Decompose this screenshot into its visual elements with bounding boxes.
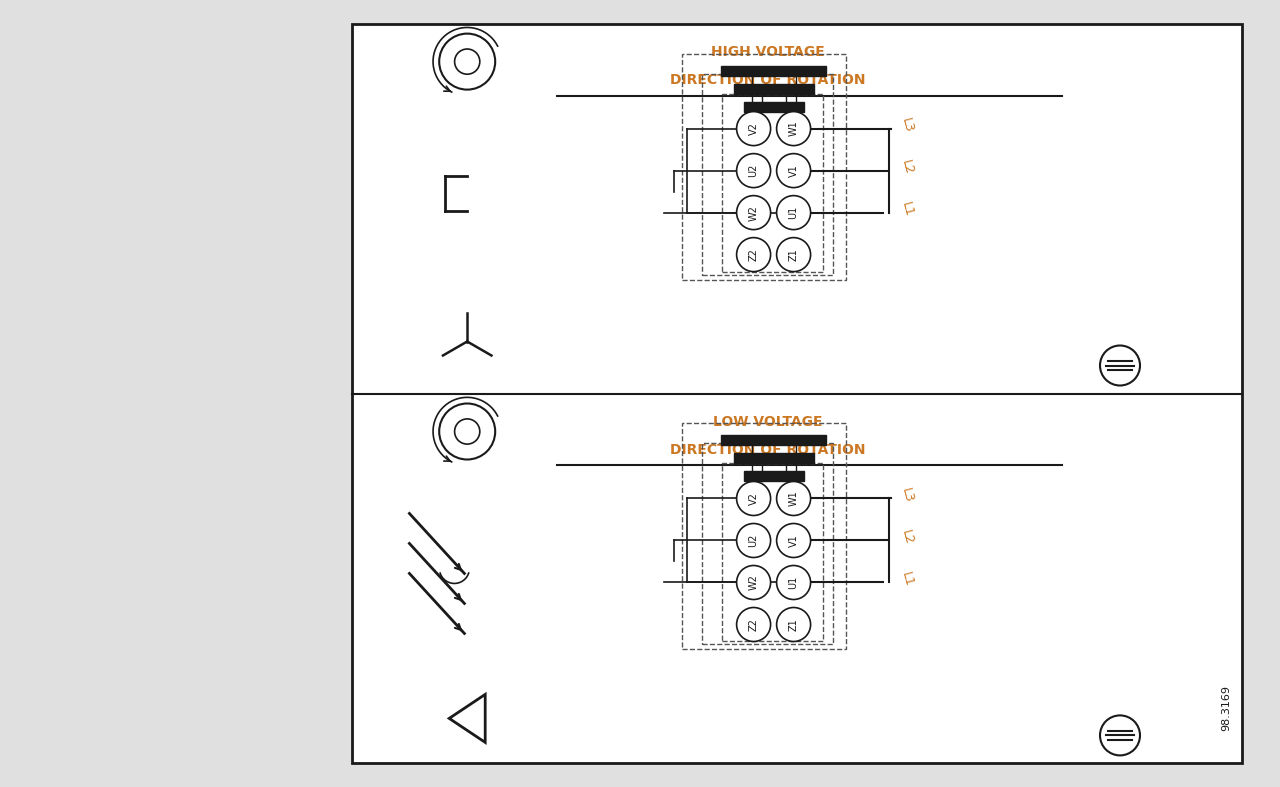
Bar — [721, 435, 826, 445]
Text: L2: L2 — [899, 529, 915, 546]
Circle shape — [736, 153, 771, 187]
Bar — [722, 94, 823, 272]
Circle shape — [777, 523, 810, 557]
Circle shape — [777, 566, 810, 600]
Bar — [733, 83, 814, 94]
Bar — [722, 464, 823, 641]
Text: V1: V1 — [788, 164, 799, 177]
Text: L2: L2 — [899, 159, 915, 176]
Text: U1: U1 — [788, 206, 799, 220]
Circle shape — [777, 238, 810, 272]
Text: W1: W1 — [788, 490, 799, 506]
Text: 98.3169: 98.3169 — [1221, 685, 1231, 731]
Text: Z2: Z2 — [749, 248, 759, 261]
Text: DIRECTION OF ROTATION: DIRECTION OF ROTATION — [671, 72, 865, 87]
Text: W1: W1 — [788, 120, 799, 136]
Bar — [744, 471, 804, 482]
Circle shape — [777, 196, 810, 230]
Circle shape — [1100, 345, 1140, 386]
Text: L1: L1 — [899, 201, 915, 219]
Circle shape — [736, 566, 771, 600]
Bar — [682, 54, 846, 279]
Circle shape — [777, 112, 810, 146]
Text: U1: U1 — [788, 576, 799, 589]
Circle shape — [777, 153, 810, 187]
Circle shape — [736, 523, 771, 557]
Circle shape — [777, 608, 810, 641]
Circle shape — [736, 608, 771, 641]
Text: HIGH VOLTAGE: HIGH VOLTAGE — [712, 45, 824, 58]
Bar — [682, 423, 846, 649]
Bar — [744, 102, 804, 112]
Circle shape — [439, 34, 495, 90]
Text: W2: W2 — [749, 205, 759, 220]
Bar — [721, 65, 826, 76]
Circle shape — [736, 238, 771, 272]
Bar — [701, 74, 832, 275]
Text: Z2: Z2 — [749, 618, 759, 631]
Text: L3: L3 — [899, 486, 915, 504]
Text: L1: L1 — [899, 571, 915, 589]
Text: U2: U2 — [749, 164, 759, 177]
Circle shape — [454, 49, 480, 74]
Circle shape — [777, 482, 810, 515]
Text: Z1: Z1 — [788, 248, 799, 261]
Text: DIRECTION OF ROTATION: DIRECTION OF ROTATION — [671, 442, 865, 456]
Text: L3: L3 — [899, 116, 915, 135]
Text: W2: W2 — [749, 575, 759, 590]
Circle shape — [439, 404, 495, 460]
Text: V2: V2 — [749, 492, 759, 505]
Circle shape — [736, 482, 771, 515]
Circle shape — [454, 419, 480, 444]
Text: U2: U2 — [749, 534, 759, 547]
Text: V2: V2 — [749, 122, 759, 135]
Bar — [701, 444, 832, 645]
Text: LOW VOLTAGE: LOW VOLTAGE — [713, 415, 823, 428]
Text: V1: V1 — [788, 534, 799, 547]
Text: Z1: Z1 — [788, 618, 799, 631]
Bar — [733, 453, 814, 464]
Circle shape — [736, 196, 771, 230]
Circle shape — [1100, 715, 1140, 756]
Circle shape — [736, 112, 771, 146]
Bar — [352, 24, 1242, 763]
